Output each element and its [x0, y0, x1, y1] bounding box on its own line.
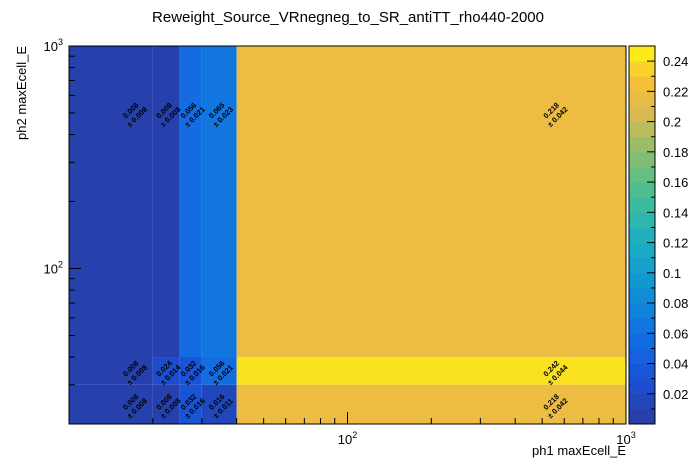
y-tick-base: 10 — [44, 261, 58, 276]
colorbar-segment — [629, 303, 655, 319]
x-tick-exponent: 3 — [631, 430, 636, 440]
heatmap-cell — [179, 384, 202, 424]
heatmap-cell — [152, 384, 180, 424]
colorbar-segment — [629, 393, 655, 410]
y-tick-label: 103 — [44, 37, 63, 54]
colorbar-frame — [628, 45, 656, 425]
colorbar-segment — [629, 61, 655, 77]
heatmap-cell — [179, 46, 202, 358]
colorbar-segment — [629, 242, 655, 259]
colorbar-segment — [629, 136, 655, 153]
colorbar-tick-label: 0.12 — [663, 236, 688, 251]
colorbar-tick-label: 0.08 — [663, 296, 688, 311]
colorbar-segment — [629, 408, 655, 425]
colorbar-tick-label: 0.1 — [663, 266, 681, 281]
x-tick-label: 102 — [338, 430, 357, 447]
colorbar-segment — [629, 348, 655, 365]
colorbar-tick-label: 0.02 — [663, 387, 688, 402]
colorbar-tick-label: 0.18 — [663, 145, 688, 160]
colorbar-segment — [629, 182, 655, 198]
heatmap-cell — [69, 384, 153, 424]
colorbar-segment — [629, 121, 655, 138]
x-tick-base: 10 — [616, 432, 630, 447]
x-tick-exponent: 2 — [352, 430, 357, 440]
colorbar-segment — [629, 257, 655, 274]
colorbar-segment — [629, 378, 655, 395]
y-axis-label: ph2 maxEcell_E — [14, 46, 29, 140]
colorbar-segment — [629, 106, 655, 123]
colorbar-segment — [629, 166, 655, 183]
heatmap-cell — [152, 357, 180, 385]
heatmap-cell — [236, 46, 626, 358]
x-axis-label: ph1 maxEcell_E — [532, 443, 626, 458]
heatmap-cells — [69, 46, 626, 424]
colorbar-tick-label: 0.24 — [663, 54, 688, 69]
colorbar-segment — [629, 151, 655, 168]
colorbar-segment — [629, 318, 655, 334]
colorbar-tick-label: 0.2 — [663, 115, 681, 130]
colorbar-segment — [629, 272, 655, 289]
cell-label: 0.032± 0.016 — [179, 359, 207, 387]
heatmap-cell — [201, 357, 237, 385]
colorbar-segment — [629, 212, 655, 228]
chart-title: Reweight_Source_VRnegneg_to_SR_antiTT_rh… — [152, 9, 544, 26]
x-axis-ticks: 102 103 — [68, 412, 636, 447]
colorbar-tick-label: 0.06 — [663, 326, 688, 341]
heatmap-cell — [236, 384, 626, 424]
colorbar-tick-label: 0.14 — [663, 205, 688, 220]
y-tick-exponent: 2 — [58, 259, 63, 269]
colorbar-segment — [629, 197, 655, 213]
heatmap-cell — [201, 46, 237, 358]
heatmap-cell — [236, 357, 626, 385]
heatmap-cell — [179, 357, 202, 385]
colorbar-segment — [629, 287, 655, 304]
y-tick-base: 10 — [44, 39, 58, 54]
x-tick-base: 10 — [338, 432, 352, 447]
heatmap-cell — [201, 384, 237, 424]
colorbar-tick-label: 0.16 — [663, 175, 688, 190]
colorbar-segment — [629, 91, 655, 107]
heatmap-cell — [152, 46, 180, 358]
colorbar: 0.02 0.04 0.06 0.08 0.1 0.12 0.14 0.16 0.18 0.2 0.… — [628, 45, 688, 425]
y-tick-exponent: 3 — [58, 37, 63, 47]
x-tick-label: 103 — [616, 430, 635, 447]
colorbar-segment — [629, 333, 655, 349]
colorbar-segment — [629, 227, 655, 244]
colorbar-tick-label: 0.04 — [663, 357, 688, 372]
colorbar-segment — [629, 363, 655, 380]
colorbar-tick-label: 0.22 — [663, 84, 688, 99]
y-tick-label: 102 — [44, 259, 63, 276]
heatmap-cell — [69, 46, 153, 358]
heatmap-cell — [69, 357, 153, 385]
colorbar-segment — [629, 76, 655, 92]
colorbar-segment — [629, 46, 655, 62]
